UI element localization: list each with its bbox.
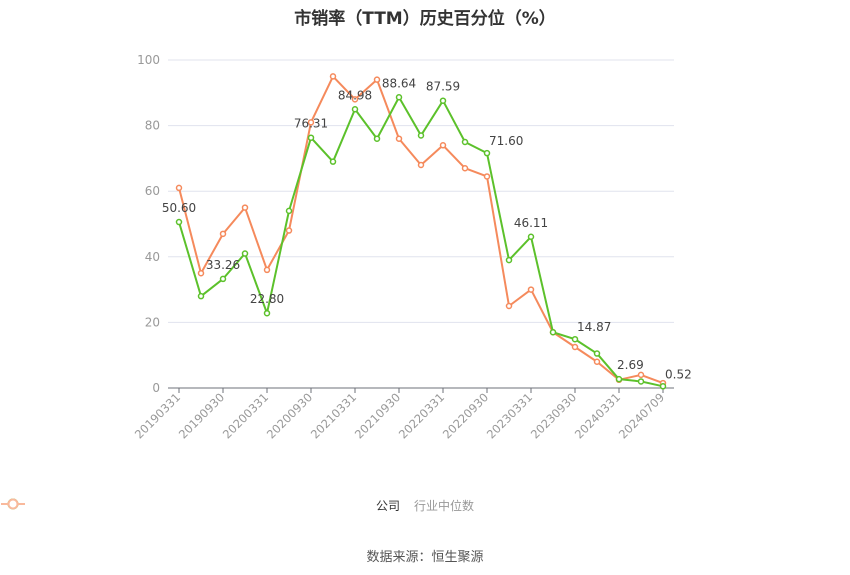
legend-label-industry-median: 行业中位数	[414, 499, 475, 513]
industry-point[interactable]	[395, 135, 403, 142]
industry-point[interactable]	[241, 204, 249, 211]
data-label: 87.59	[426, 80, 460, 94]
legend-marker-industry-icon	[1, 498, 25, 510]
industry-point[interactable]	[197, 269, 205, 277]
legend-label-company: 公司	[375, 499, 400, 513]
x-tick-label: 20200930	[264, 390, 315, 441]
legend-item-industry-median[interactable]: 行业中位数	[1, 497, 475, 514]
x-tick-label: 20200331	[220, 390, 271, 441]
y-tick-label: 100	[137, 53, 160, 67]
company-point[interactable]	[615, 375, 623, 383]
industry-point[interactable]	[483, 173, 491, 180]
company-point[interactable]	[307, 134, 315, 141]
data-label: 0.52	[665, 367, 692, 381]
company-point[interactable]	[505, 256, 513, 264]
industry-point[interactable]	[351, 96, 359, 103]
x-tick-label: 20190930	[176, 390, 227, 441]
company-point[interactable]	[439, 97, 447, 104]
company-point[interactable]	[417, 132, 425, 139]
y-tick-label: 20	[145, 315, 160, 329]
data-label: 50.60	[162, 201, 196, 215]
y-tick-label: 0	[152, 381, 160, 395]
company-point[interactable]	[329, 158, 337, 165]
company-point[interactable]	[527, 233, 535, 241]
data-label: 84.98	[338, 88, 372, 102]
company-point[interactable]	[549, 328, 557, 336]
x-tick-label: 20210930	[352, 390, 403, 441]
industry-point[interactable]	[461, 164, 469, 172]
industry-point[interactable]	[527, 286, 535, 293]
x-tick-label: 20190331	[132, 390, 183, 441]
industry-point[interactable]	[417, 161, 425, 169]
company-point[interactable]	[461, 138, 469, 146]
company-point[interactable]	[351, 106, 359, 113]
y-tick-label: 40	[145, 250, 160, 264]
company-point[interactable]	[241, 250, 249, 257]
industry-point[interactable]	[263, 266, 271, 274]
legend-item-company[interactable]: 公司	[1, 497, 400, 514]
data-label: 46.11	[514, 216, 548, 230]
x-tick-label: 20230331	[484, 390, 535, 441]
company-point[interactable]	[593, 350, 601, 357]
company-point[interactable]	[637, 378, 645, 385]
data-source: 数据来源：恒生聚源	[366, 550, 484, 565]
company-point[interactable]	[175, 218, 183, 226]
y-tick-label: 60	[145, 184, 160, 198]
company-point[interactable]	[483, 149, 491, 157]
data-label: 76.31	[294, 117, 328, 131]
company-point[interactable]	[285, 207, 293, 215]
industry-point[interactable]	[439, 142, 447, 149]
chart-title: 市销率（TTM）历史百分位（%）	[294, 9, 556, 29]
data-label: 14.87	[577, 320, 611, 334]
x-tick-label: 20240709	[616, 390, 667, 441]
industry-point[interactable]	[219, 230, 227, 238]
x-tick-label: 20210331	[308, 390, 359, 441]
data-label: 71.60	[489, 134, 523, 148]
x-tick-label: 20220331	[396, 390, 447, 441]
industry-point[interactable]	[505, 302, 513, 310]
company-point[interactable]	[395, 94, 403, 101]
industry-point[interactable]	[285, 227, 293, 234]
data-label: 88.64	[382, 76, 416, 90]
industry-point[interactable]	[637, 371, 645, 379]
company-point[interactable]	[263, 309, 271, 317]
data-label: 22.80	[250, 292, 284, 306]
industry-point[interactable]	[593, 358, 601, 366]
y-tick-label: 80	[145, 119, 160, 133]
x-tick-label: 20240331	[572, 390, 623, 441]
company-point[interactable]	[219, 275, 227, 283]
industry-point[interactable]	[373, 76, 381, 83]
industry-point[interactable]	[329, 73, 337, 80]
line-chart: 0 20 40 60 80 100 2019033120190930202003312020…	[132, 53, 692, 442]
company-point[interactable]	[373, 135, 381, 142]
company-point[interactable]	[659, 383, 667, 390]
industry-median-line	[178, 75, 664, 385]
industry-point[interactable]	[175, 184, 183, 192]
x-tick-label: 20230930	[528, 390, 579, 441]
data-label: 33.26	[206, 258, 240, 272]
company-point[interactable]	[571, 335, 579, 343]
company-line	[178, 96, 664, 388]
industry-point[interactable]	[307, 119, 315, 126]
company-point[interactable]	[197, 292, 205, 300]
x-tick-label: 20220930	[440, 390, 491, 441]
legend: 公司 行业中位数	[0, 497, 850, 514]
industry-point[interactable]	[571, 343, 579, 351]
data-label: 2.69	[617, 358, 644, 372]
